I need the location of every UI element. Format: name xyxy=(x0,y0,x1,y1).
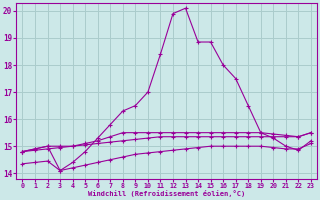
X-axis label: Windchill (Refroidissement éolien,°C): Windchill (Refroidissement éolien,°C) xyxy=(88,190,245,197)
